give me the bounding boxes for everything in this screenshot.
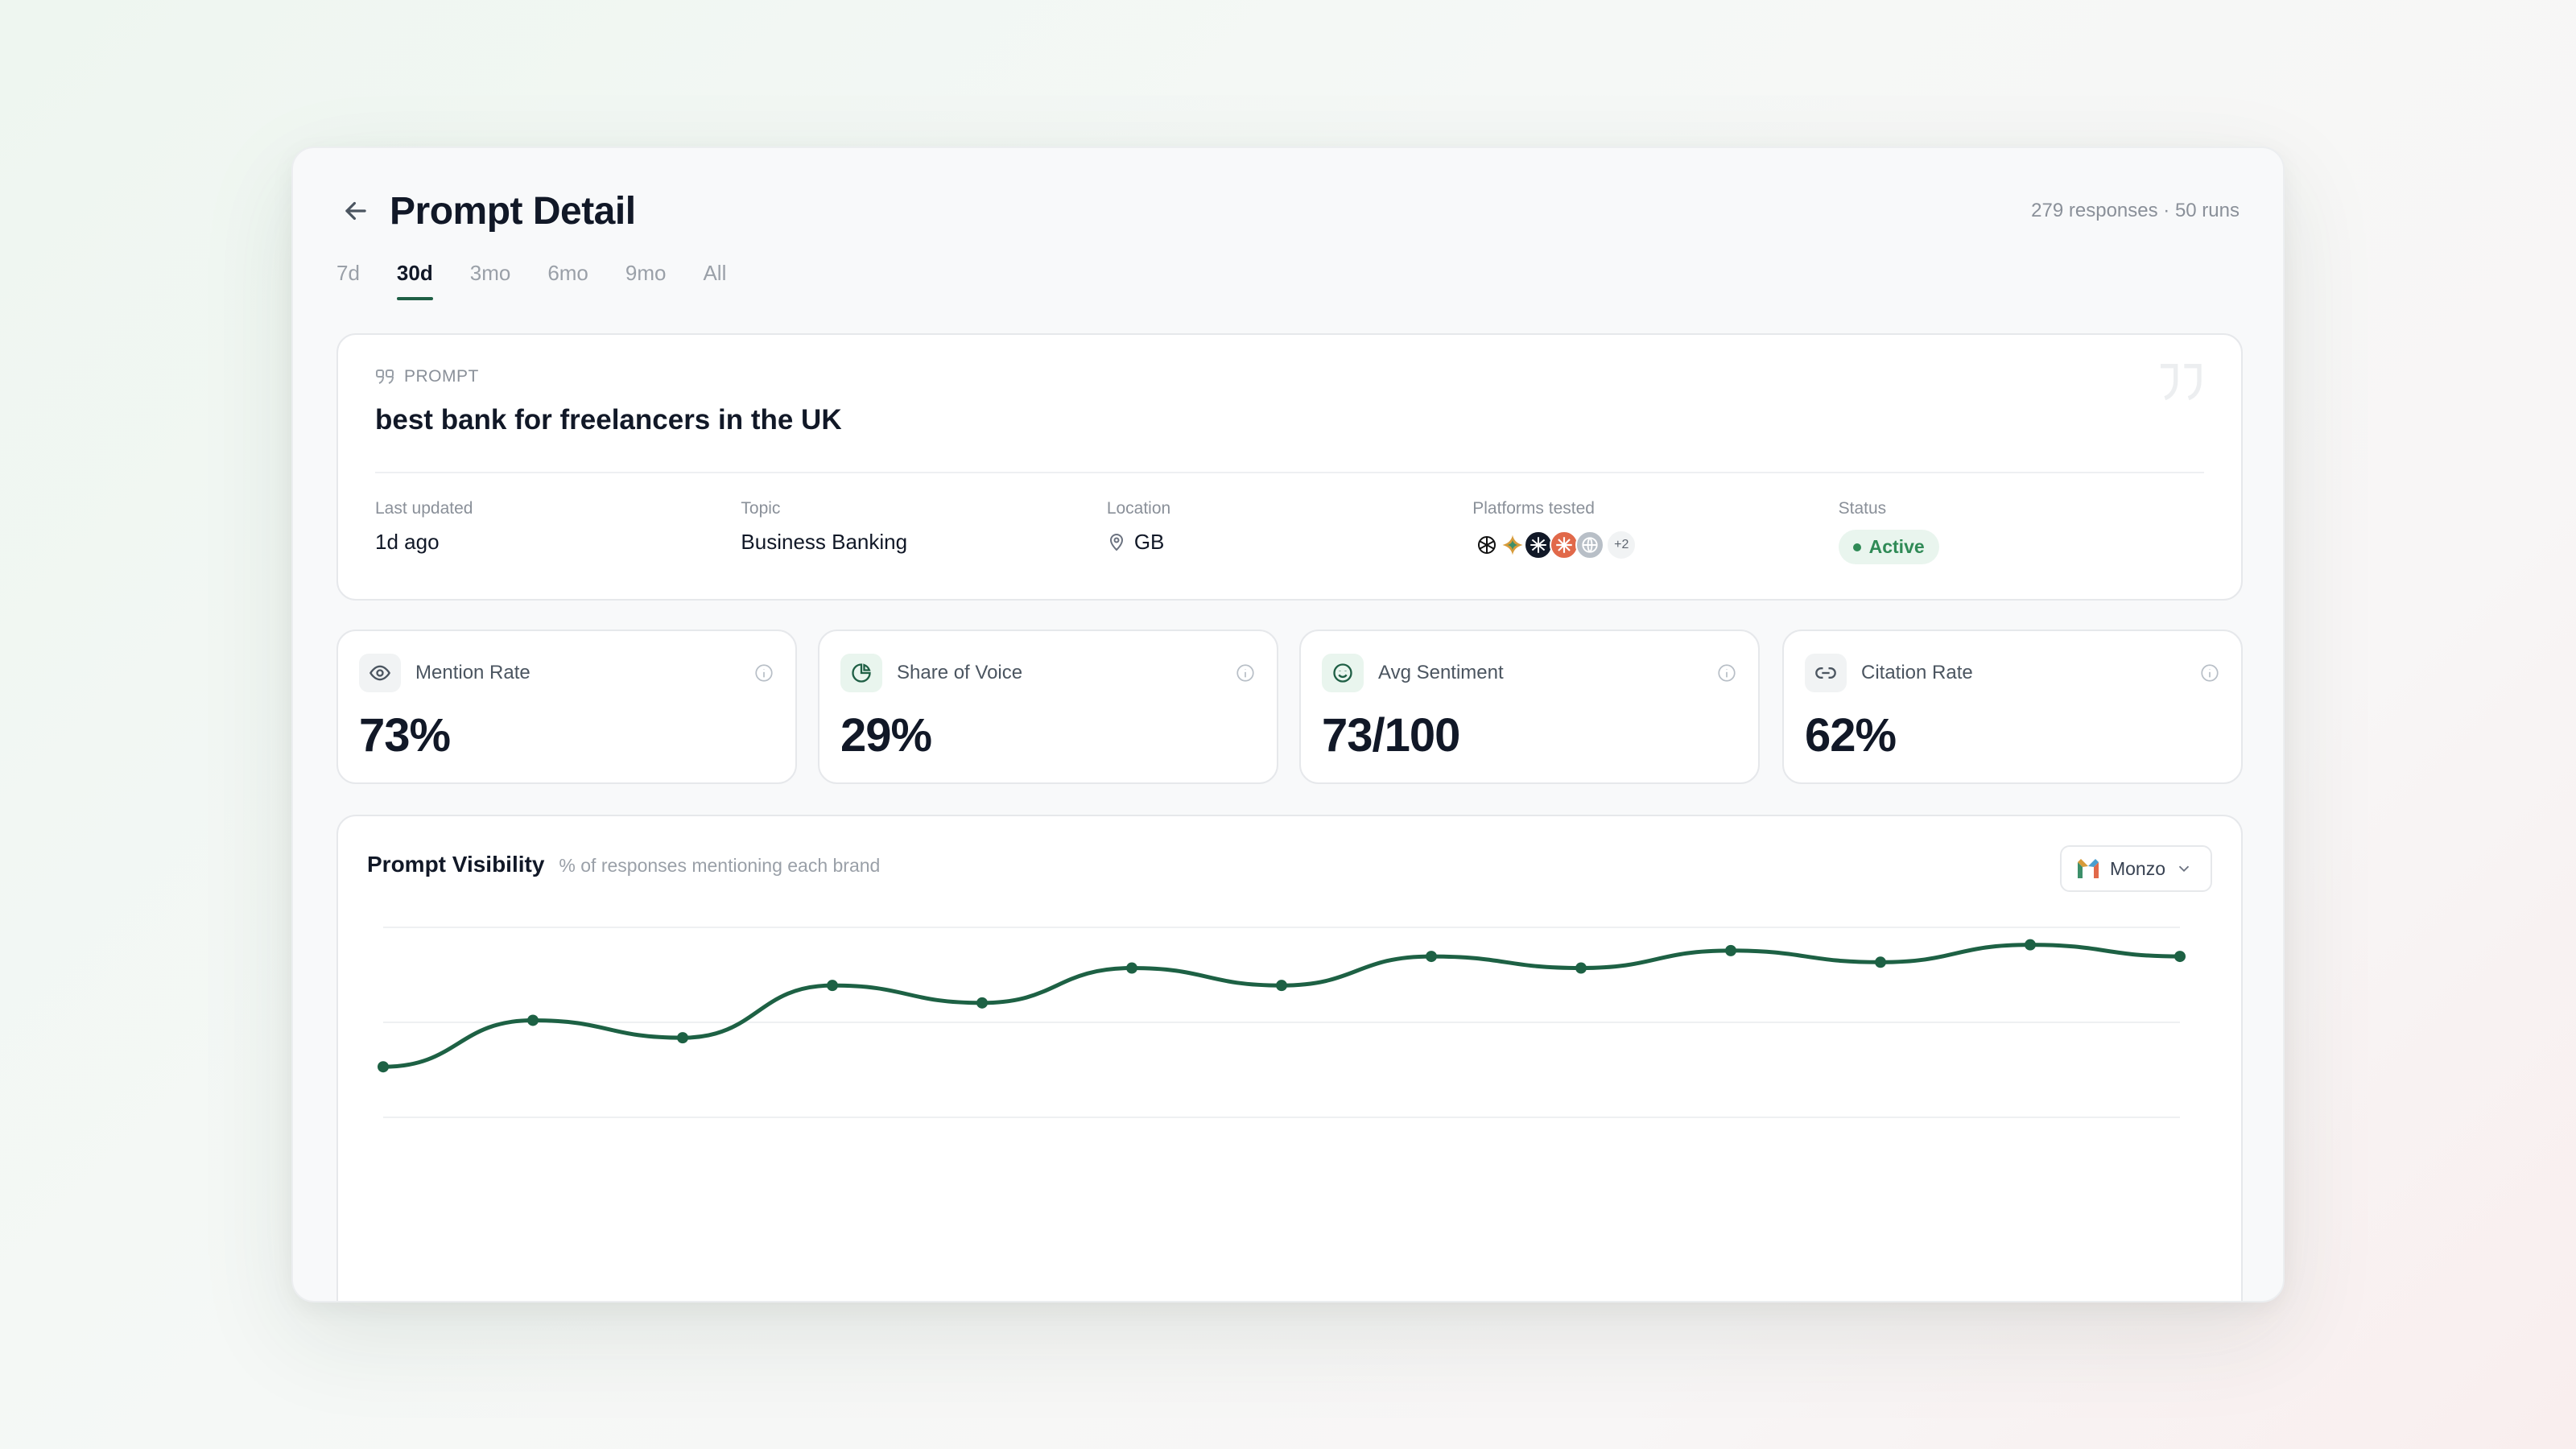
more-platforms-badge[interactable]: +2: [1606, 530, 1637, 560]
metric-value: 29%: [840, 709, 932, 762]
location-value: GB: [1133, 530, 1165, 554]
data-point[interactable]: [976, 997, 988, 1009]
pie-chart-icon: [840, 654, 882, 692]
prompt-card: PROMPT best bank for freelancers in the …: [336, 333, 2243, 601]
visibility-line-chart: [378, 927, 2186, 1118]
prompt-meta: Last updated 1d ago Topic Business Banki…: [375, 499, 2204, 564]
metric-card-citation-rate: Citation Rate 62%: [1782, 630, 2243, 784]
meta-location: Location GB: [1107, 499, 1472, 564]
eye-icon: [359, 654, 401, 692]
metric-title: Avg Sentiment: [1378, 662, 1504, 683]
data-point[interactable]: [677, 1032, 688, 1044]
tab-all[interactable]: All: [703, 261, 727, 285]
status-badge: Active: [1838, 530, 1939, 564]
meta-value: Business Banking: [741, 530, 908, 554]
quote-icon: [376, 369, 394, 384]
tab-6mo[interactable]: 6mo: [547, 261, 588, 285]
data-point[interactable]: [1575, 962, 1587, 974]
meta-label: Platforms tested: [1472, 499, 1595, 518]
meta-platforms: Platforms tested: [1472, 499, 1838, 564]
brand-select-value: Monzo: [2109, 857, 2165, 879]
metric-header: Share of Voice: [840, 654, 1256, 692]
status-dot: [1852, 543, 1861, 551]
chart-title: Prompt Visibility: [367, 852, 545, 877]
back-button[interactable]: [336, 192, 375, 230]
meta-status: Status Active: [1838, 499, 2204, 564]
metric-value: 73/100: [1322, 709, 1460, 762]
link-icon: [1805, 654, 1847, 692]
info-icon[interactable]: [753, 663, 774, 683]
meta-label: Location: [1106, 499, 1171, 518]
page-title: Prompt Detail: [390, 189, 636, 233]
brand-select[interactable]: Monzo: [2059, 845, 2212, 892]
tab-7d[interactable]: 7d: [336, 261, 360, 285]
meta-value: GB: [1107, 530, 1472, 555]
metric-header: Mention Rate: [359, 654, 774, 692]
tab-9mo[interactable]: 9mo: [625, 261, 667, 285]
tab-3mo[interactable]: 3mo: [469, 261, 511, 285]
platform-icons: +2: [1472, 530, 1838, 560]
data-point[interactable]: [1126, 962, 1137, 974]
prompt-label-text: PROMPT: [404, 367, 479, 386]
data-point[interactable]: [1875, 956, 1886, 968]
monzo-logo-icon: [2077, 859, 2099, 878]
data-point[interactable]: [827, 980, 838, 992]
map-pin-icon: [1109, 533, 1123, 551]
metric-card-share-of-voice: Share of Voice 29%: [818, 630, 1278, 784]
chevron-down-icon: [2178, 865, 2190, 873]
metric-title: Citation Rate: [1861, 662, 1973, 683]
prompt-text: best bank for freelancers in the UK: [375, 404, 842, 436]
response-run-count: 279 responses · 50 runs: [2031, 200, 2240, 221]
prompt-visibility-card: Prompt Visibility % of responses mention…: [336, 815, 2243, 1301]
meta-last-updated: Last updated 1d ago: [375, 499, 741, 564]
prompt-detail-window: Prompt Detail 279 responses · 50 runs 7d…: [291, 147, 2285, 1302]
gemini-icon: [1498, 530, 1528, 559]
prompt-label: PROMPT: [375, 367, 479, 386]
meta-topic: Topic Business Banking: [741, 499, 1106, 564]
data-point[interactable]: [2174, 951, 2186, 963]
quote-watermark-icon: [2161, 364, 2202, 401]
metric-title: Mention Rate: [415, 662, 530, 683]
arrow-left-icon: [345, 201, 366, 221]
metric-value: 73%: [359, 709, 451, 762]
chart-header: Prompt Visibility % of responses mention…: [367, 852, 880, 877]
chart-subtitle: % of responses mentioning each brand: [559, 855, 881, 876]
meta-label: Topic: [741, 499, 781, 518]
smile-icon: [1322, 654, 1364, 692]
claude-icon: [1550, 530, 1579, 559]
metric-value: 62%: [1805, 709, 1897, 762]
metric-card-avg-sentiment: Avg Sentiment 73/100: [1299, 630, 1760, 784]
data-point[interactable]: [378, 1061, 389, 1073]
meta-label: Status: [1838, 499, 1887, 518]
metric-header: Citation Rate: [1805, 654, 2220, 692]
info-icon[interactable]: [2199, 663, 2220, 683]
meta-label: Last updated: [375, 499, 473, 518]
perplexity-icon: [1524, 530, 1554, 559]
chatgpt-icon: [1472, 530, 1502, 559]
meta-value: 1d ago: [375, 530, 440, 554]
info-icon[interactable]: [1716, 663, 1737, 683]
page-header: Prompt Detail 279 responses · 50 runs: [336, 179, 2240, 243]
data-point[interactable]: [1276, 980, 1287, 992]
globe-icon: [1575, 530, 1605, 559]
info-icon[interactable]: [1235, 663, 1256, 683]
time-range-tabs: 7d 30d 3mo 6mo 9mo All: [336, 261, 726, 300]
metric-title: Share of Voice: [897, 662, 1023, 683]
metric-header: Avg Sentiment: [1322, 654, 1737, 692]
tab-30d[interactable]: 30d: [396, 261, 433, 300]
divider: [375, 472, 2204, 473]
series-line-monzo: [381, 943, 2182, 1069]
status-text: Active: [1868, 536, 1925, 557]
data-point[interactable]: [2025, 939, 2036, 951]
data-point[interactable]: [1725, 944, 1736, 956]
data-point[interactable]: [1426, 951, 1437, 963]
metric-card-mention-rate: Mention Rate 73%: [336, 630, 797, 784]
data-point[interactable]: [527, 1014, 539, 1026]
